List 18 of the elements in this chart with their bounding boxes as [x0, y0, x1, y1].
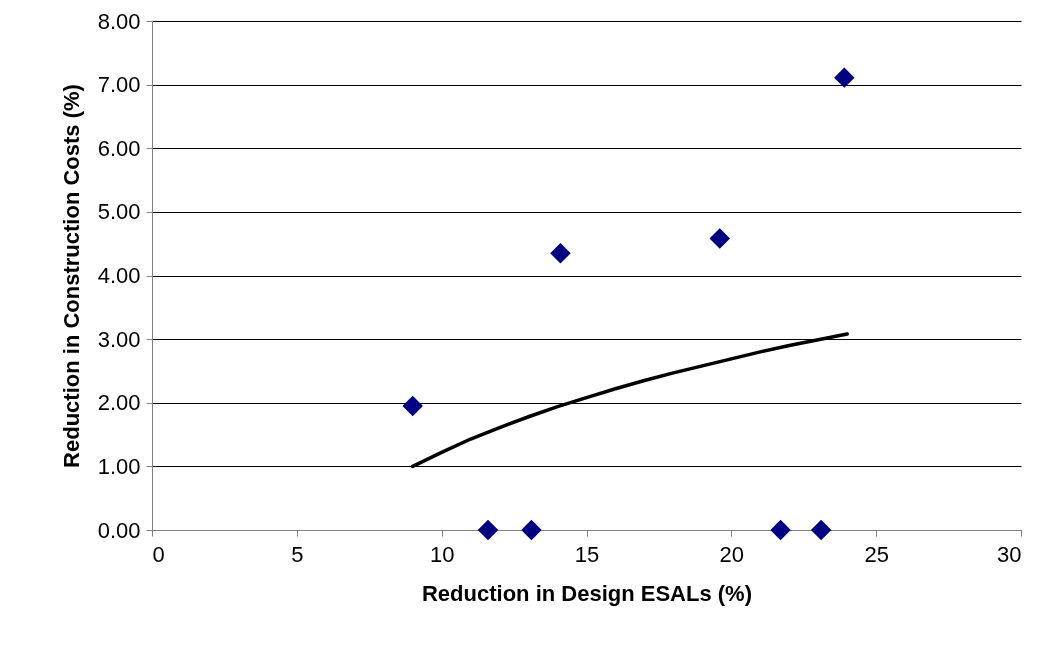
y-tick-label: 0.00 [97, 517, 141, 543]
x-axis-title: Reduction in Design ESALs (%) [421, 580, 753, 606]
x-tick-label: 0 [152, 541, 165, 567]
y-tick-label: 5.00 [97, 199, 141, 225]
y-tick-label: 4.00 [97, 263, 141, 288]
x-tick-label: 10 [429, 541, 455, 567]
x-tick-label: 5 [291, 541, 304, 567]
y-tick-label: 8.00 [97, 8, 141, 34]
x-tick-label: 30 [997, 541, 1022, 567]
y-tick-label: 1.00 [97, 453, 141, 479]
y-tick-label: 6.00 [97, 135, 141, 161]
y-tick-label: 2.00 [97, 390, 141, 416]
x-tick-label: 25 [864, 541, 889, 567]
y-tick-label: 7.00 [97, 72, 141, 98]
x-tick-label: 15 [574, 541, 600, 567]
y-axis-title: Reduction in Construction Costs (%) [58, 84, 84, 468]
x-tick-label: 20 [719, 541, 745, 567]
y-tick-label: 3.00 [97, 326, 141, 352]
